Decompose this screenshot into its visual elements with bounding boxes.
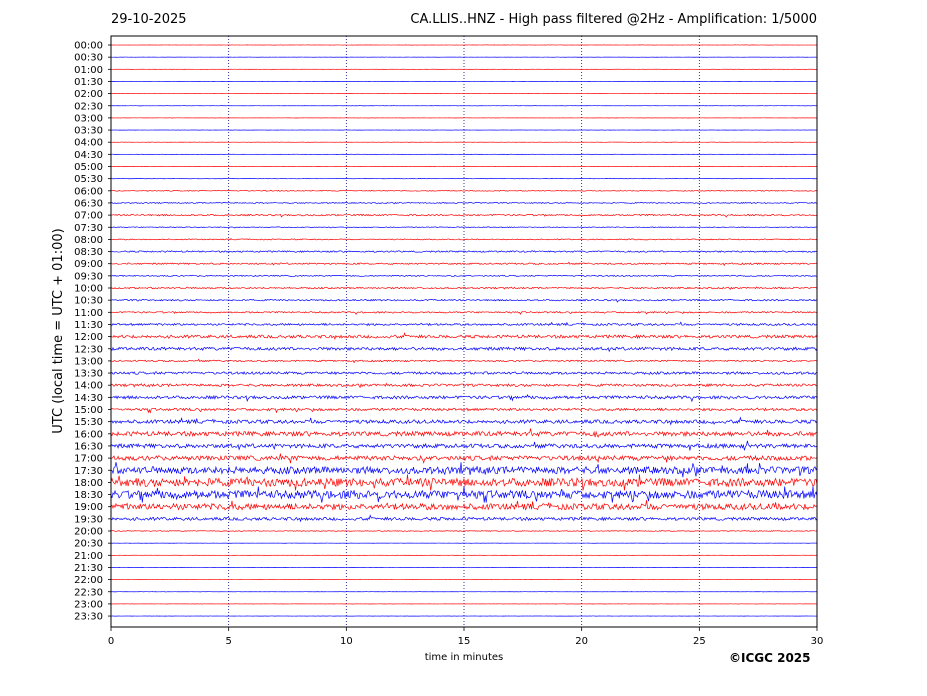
trace-0700 (110, 213, 818, 218)
trace-1900 (110, 500, 818, 512)
y-tick-label: 05:00 (74, 162, 103, 173)
trace-1330 (110, 371, 818, 376)
trace-1430 (110, 394, 818, 403)
y-tick-label: 16:30 (74, 441, 103, 452)
y-tick-label: 15:00 (74, 405, 103, 416)
trace-1130 (110, 321, 818, 327)
x-tick-label: 10 (340, 636, 353, 647)
chart-title: CA.LLIS..HNZ - High pass filtered @2Hz -… (410, 12, 817, 27)
chart-date: 29-10-2025 (111, 12, 187, 27)
trace-0930 (110, 274, 818, 277)
trace-0630 (110, 201, 818, 205)
trace-1700 (110, 453, 818, 464)
trace-0730 (110, 226, 818, 229)
y-tick-label: 08:00 (74, 235, 103, 246)
y-axis-label: UTC (local time = UTC + 01:00) (51, 228, 66, 433)
x-axis-label: time in minutes (425, 652, 504, 663)
trace-1100 (110, 311, 818, 315)
y-tick-label: 20:00 (74, 527, 103, 538)
y-tick-label: 09:30 (74, 271, 103, 282)
y-tick-label: 18:00 (74, 478, 103, 489)
y-tick-label: 08:30 (74, 247, 103, 258)
y-tick-label: 21:00 (74, 551, 103, 562)
y-tick-label: 00:30 (74, 53, 103, 64)
y-tick-label: 20:30 (74, 539, 103, 550)
x-tick-label: 5 (225, 636, 231, 647)
x-tick-label: 30 (811, 636, 824, 647)
y-tick-label: 19:30 (74, 514, 103, 525)
y-tick-label: 19:00 (74, 502, 103, 513)
y-tick-label: 12:00 (74, 332, 103, 343)
y-tick-label: 01:00 (74, 65, 103, 76)
trace-0800 (110, 237, 818, 241)
x-tick-label: 25 (693, 636, 706, 647)
plot-frame (110, 35, 818, 628)
y-tick-label: 10:30 (74, 296, 103, 307)
trace-1630 (110, 440, 818, 451)
y-tick-label: 06:30 (74, 198, 103, 209)
y-tick-label: 22:30 (74, 587, 103, 598)
y-tick-label: 04:30 (74, 150, 103, 161)
y-tick-label: 00:00 (74, 41, 103, 52)
y-tick-label: 23:30 (74, 612, 103, 623)
trace-1200 (110, 332, 818, 341)
x-tick-label: 0 (108, 636, 114, 647)
y-tick-label: 01:30 (74, 77, 103, 88)
trace-1530 (110, 416, 818, 426)
trace-1930 (110, 514, 818, 523)
y-tick-label: 07:00 (74, 211, 103, 222)
trace-1830 (110, 486, 818, 503)
y-tick-label: 21:30 (74, 563, 103, 574)
trace-1230 (110, 346, 818, 353)
trace-1000 (110, 286, 818, 290)
y-tick-label: 17:00 (74, 454, 103, 465)
y-tick-label: 23:00 (74, 599, 103, 610)
y-tick-label: 06:00 (74, 186, 103, 197)
y-tick-label: 13:30 (74, 369, 103, 380)
y-tick-label: 03:30 (74, 126, 103, 137)
y-tick-label: 11:00 (74, 308, 103, 319)
y-tick-label: 13:00 (74, 356, 103, 367)
trace-0900 (110, 261, 818, 267)
y-tick-label: 12:30 (74, 344, 103, 355)
y-tick-label: 02:00 (74, 89, 103, 100)
x-tick-label: 20 (575, 636, 588, 647)
y-tick-label: 11:30 (74, 320, 103, 331)
y-tick-label: 02:30 (74, 101, 103, 112)
trace-1500 (110, 407, 818, 414)
y-tick-label: 14:30 (74, 393, 103, 404)
trace-2000 (110, 530, 818, 532)
x-tick-label: 15 (458, 636, 471, 647)
y-tick-label: 07:30 (74, 223, 103, 234)
trace-0830 (110, 250, 818, 253)
y-tick-label: 09:00 (74, 259, 103, 270)
y-tick-label: 15:30 (74, 417, 103, 428)
copyright-label: ©ICGC 2025 (729, 651, 811, 665)
trace-1800 (110, 474, 818, 491)
y-tick-label: 04:00 (74, 138, 103, 149)
trace-1400 (110, 382, 818, 389)
y-tick-label: 22:00 (74, 575, 103, 586)
y-tick-label: 10:00 (74, 284, 103, 295)
trace-1030 (110, 298, 818, 303)
y-tick-label: 03:00 (74, 113, 103, 124)
y-tick-label: 18:30 (74, 490, 103, 501)
trace-1600 (110, 428, 818, 438)
y-tick-label: 14:00 (74, 381, 103, 392)
trace-1300 (110, 358, 818, 364)
trace-1730 (110, 462, 818, 478)
y-tick-label: 17:30 (74, 466, 103, 477)
y-tick-label: 16:00 (74, 429, 103, 440)
trace-0600 (110, 189, 818, 192)
y-tick-label: 05:30 (74, 174, 103, 185)
